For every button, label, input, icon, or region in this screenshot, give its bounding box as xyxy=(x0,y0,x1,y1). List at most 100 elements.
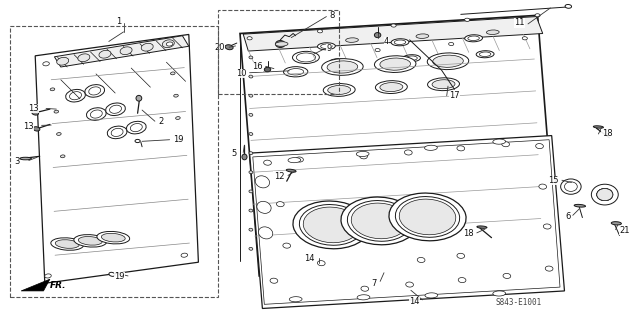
Text: 6: 6 xyxy=(566,212,571,221)
Ellipse shape xyxy=(356,152,369,157)
Text: 1: 1 xyxy=(116,17,121,26)
Ellipse shape xyxy=(255,176,269,188)
Ellipse shape xyxy=(374,33,381,38)
Text: 19: 19 xyxy=(115,272,125,281)
Ellipse shape xyxy=(173,94,179,97)
Polygon shape xyxy=(243,17,543,51)
Ellipse shape xyxy=(300,204,364,245)
Ellipse shape xyxy=(329,59,347,66)
Ellipse shape xyxy=(292,51,319,63)
Ellipse shape xyxy=(43,62,49,66)
Text: 13: 13 xyxy=(23,122,34,130)
Ellipse shape xyxy=(97,231,130,244)
Ellipse shape xyxy=(108,126,127,139)
Polygon shape xyxy=(240,15,557,276)
Text: S843-E1001: S843-E1001 xyxy=(495,298,541,307)
Ellipse shape xyxy=(428,53,468,70)
Ellipse shape xyxy=(135,139,140,143)
Ellipse shape xyxy=(341,197,418,245)
Ellipse shape xyxy=(596,189,613,201)
Ellipse shape xyxy=(289,297,302,302)
Ellipse shape xyxy=(284,67,308,77)
Ellipse shape xyxy=(257,201,271,213)
Ellipse shape xyxy=(502,142,509,147)
Polygon shape xyxy=(35,34,198,283)
Ellipse shape xyxy=(396,197,460,237)
Text: 14: 14 xyxy=(305,254,315,263)
Ellipse shape xyxy=(275,42,288,46)
Ellipse shape xyxy=(493,139,506,144)
Ellipse shape xyxy=(389,193,466,241)
Ellipse shape xyxy=(50,88,55,91)
Ellipse shape xyxy=(380,58,410,70)
Text: 12: 12 xyxy=(274,172,284,181)
Ellipse shape xyxy=(458,278,466,283)
Ellipse shape xyxy=(249,133,253,135)
Ellipse shape xyxy=(249,190,253,193)
Text: 16: 16 xyxy=(252,63,262,71)
Ellipse shape xyxy=(85,85,104,97)
Ellipse shape xyxy=(264,67,271,72)
Ellipse shape xyxy=(596,189,613,201)
Text: 18: 18 xyxy=(463,229,474,238)
Ellipse shape xyxy=(432,80,455,89)
Ellipse shape xyxy=(327,61,358,73)
Ellipse shape xyxy=(404,150,412,155)
Ellipse shape xyxy=(55,240,79,248)
Text: 7: 7 xyxy=(371,279,376,288)
Ellipse shape xyxy=(535,14,540,17)
Ellipse shape xyxy=(317,30,323,33)
Ellipse shape xyxy=(391,24,396,27)
Ellipse shape xyxy=(264,160,271,165)
Ellipse shape xyxy=(543,224,551,229)
Text: 4: 4 xyxy=(384,37,389,46)
Ellipse shape xyxy=(317,43,335,50)
Ellipse shape xyxy=(457,253,465,258)
Ellipse shape xyxy=(78,237,102,245)
Ellipse shape xyxy=(403,55,420,62)
Ellipse shape xyxy=(417,257,425,263)
Ellipse shape xyxy=(249,152,253,154)
Ellipse shape xyxy=(166,42,173,46)
Text: 15: 15 xyxy=(548,176,559,185)
Ellipse shape xyxy=(399,199,456,235)
Text: 2: 2 xyxy=(159,117,164,126)
Ellipse shape xyxy=(56,133,61,135)
Ellipse shape xyxy=(106,103,125,115)
Ellipse shape xyxy=(416,34,429,38)
Ellipse shape xyxy=(361,286,369,291)
Ellipse shape xyxy=(60,155,65,158)
Ellipse shape xyxy=(293,201,370,249)
Ellipse shape xyxy=(249,56,253,59)
Text: 14: 14 xyxy=(410,297,420,306)
Ellipse shape xyxy=(296,157,303,162)
Ellipse shape xyxy=(259,227,273,239)
Ellipse shape xyxy=(45,274,51,278)
Ellipse shape xyxy=(574,204,586,207)
Ellipse shape xyxy=(328,85,351,94)
Ellipse shape xyxy=(545,266,553,271)
Ellipse shape xyxy=(596,189,613,201)
Ellipse shape xyxy=(591,184,618,205)
Ellipse shape xyxy=(249,248,253,250)
Ellipse shape xyxy=(54,110,59,113)
Ellipse shape xyxy=(86,108,106,120)
Ellipse shape xyxy=(433,55,463,67)
Ellipse shape xyxy=(346,38,358,42)
Ellipse shape xyxy=(33,127,40,131)
Text: 21: 21 xyxy=(620,226,630,235)
Ellipse shape xyxy=(249,75,253,78)
Ellipse shape xyxy=(425,293,438,298)
Ellipse shape xyxy=(101,234,125,242)
Ellipse shape xyxy=(596,189,613,201)
Text: FR.: FR. xyxy=(50,281,67,290)
Ellipse shape xyxy=(136,95,142,101)
Ellipse shape xyxy=(457,146,465,151)
Ellipse shape xyxy=(99,50,111,58)
Ellipse shape xyxy=(163,40,174,48)
Ellipse shape xyxy=(477,226,487,228)
Ellipse shape xyxy=(503,273,511,278)
Ellipse shape xyxy=(303,207,360,243)
Ellipse shape xyxy=(66,89,85,102)
Ellipse shape xyxy=(493,291,506,296)
